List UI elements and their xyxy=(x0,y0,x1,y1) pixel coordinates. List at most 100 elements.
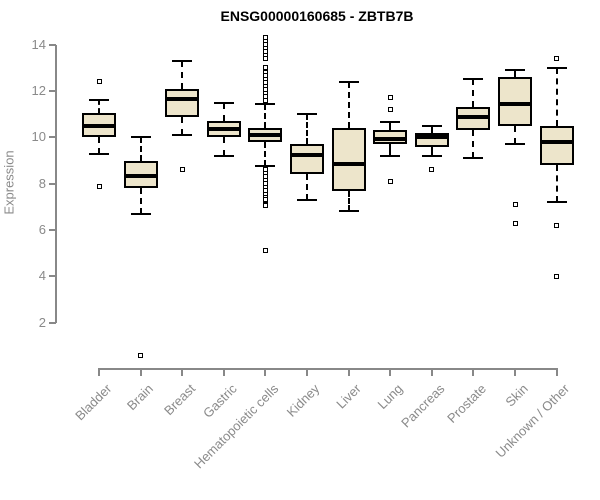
y-tick-label: 14 xyxy=(31,36,46,52)
boxplot-box xyxy=(290,144,324,175)
whisker-upper xyxy=(472,79,475,108)
outlier-point xyxy=(262,203,268,209)
whisker-cap-upper xyxy=(338,80,359,83)
whisker-cap-lower xyxy=(89,152,109,155)
whisker-upper xyxy=(181,60,184,89)
outlier-point xyxy=(512,202,518,208)
boxplot-box xyxy=(539,125,574,166)
whisker-cap-lower xyxy=(505,143,525,146)
whisker-upper xyxy=(347,81,350,129)
whisker-cap-upper xyxy=(463,78,484,81)
whisker-upper xyxy=(222,102,225,122)
outlier-point xyxy=(387,178,393,184)
y-axis-line xyxy=(55,44,57,323)
whisker-upper xyxy=(555,67,558,126)
whisker-upper xyxy=(430,125,433,133)
y-tick xyxy=(49,229,56,232)
outlier-point xyxy=(387,107,393,113)
median-line xyxy=(123,173,158,178)
median-line xyxy=(414,135,449,140)
x-category-label: Skin xyxy=(502,381,531,410)
x-category-label: Pancreas xyxy=(397,381,448,431)
whisker-lower xyxy=(389,144,392,156)
whisker-upper xyxy=(306,114,308,145)
x-category-label: Bladder xyxy=(72,381,115,424)
whisker-cap-upper xyxy=(213,101,234,104)
x-tick xyxy=(139,368,142,376)
median-line xyxy=(539,139,574,144)
x-tick xyxy=(514,368,516,376)
boxplot-box xyxy=(165,88,200,117)
whisker-lower xyxy=(347,190,350,212)
x-category-label: Prostate xyxy=(444,381,490,426)
whisker-lower xyxy=(555,165,558,203)
y-tick-label: 10 xyxy=(31,129,46,145)
boxplot-box xyxy=(456,107,491,131)
whisker-lower xyxy=(514,125,516,145)
outlier-point xyxy=(262,97,268,103)
median-line xyxy=(373,136,408,141)
whisker-cap-lower xyxy=(130,212,151,215)
y-tick xyxy=(49,275,56,278)
median-line xyxy=(290,152,324,157)
outlier-point xyxy=(387,95,393,101)
whisker-cap-lower xyxy=(338,210,359,213)
median-line xyxy=(165,97,200,102)
outlier-point xyxy=(96,79,102,85)
boxplot-box xyxy=(498,77,532,126)
outlier-point xyxy=(554,222,560,228)
whisker-lower xyxy=(306,174,308,200)
x-tick xyxy=(222,368,225,376)
outlier-point xyxy=(512,220,518,226)
x-tick xyxy=(264,368,267,376)
outlier-point xyxy=(429,167,435,173)
y-axis-label: Expression xyxy=(1,150,17,215)
y-tick xyxy=(49,43,56,46)
x-category-label: Liver xyxy=(333,381,365,412)
x-tick xyxy=(181,368,184,376)
outlier-point xyxy=(554,56,560,62)
outlier-point xyxy=(262,197,268,203)
whisker-cap-lower xyxy=(172,134,193,137)
whisker-lower xyxy=(222,137,225,156)
median-line xyxy=(82,123,116,128)
x-category-label: Kidney xyxy=(283,381,323,420)
whisker-cap-lower xyxy=(255,165,276,168)
whisker-upper xyxy=(98,100,100,114)
whisker-cap-upper xyxy=(505,69,525,72)
x-tick xyxy=(430,368,433,376)
whisker-upper xyxy=(514,70,516,78)
y-tick xyxy=(49,182,56,185)
y-tick-label: 12 xyxy=(31,83,46,99)
median-line xyxy=(206,127,241,132)
whisker-lower xyxy=(98,137,100,154)
x-tick xyxy=(472,368,475,376)
whisker-upper xyxy=(139,137,142,161)
whisker-lower xyxy=(472,130,475,159)
median-line xyxy=(498,101,532,106)
whisker-cap-upper xyxy=(255,102,276,105)
whisker-lower xyxy=(430,146,433,156)
y-tick-label: 8 xyxy=(38,175,46,191)
y-tick-label: 6 xyxy=(38,222,46,238)
boxplot-box xyxy=(331,128,366,191)
whisker-cap-upper xyxy=(380,121,401,124)
x-category-label: Gastric xyxy=(199,381,240,421)
whisker-lower xyxy=(139,188,142,214)
whisker-cap-upper xyxy=(89,99,109,102)
whisker-upper xyxy=(389,122,392,131)
median-line xyxy=(331,162,366,166)
x-tick xyxy=(306,368,308,376)
outlier-point xyxy=(262,56,268,62)
whisker-lower xyxy=(264,141,267,167)
outlier-point xyxy=(138,352,144,358)
x-tick xyxy=(98,368,100,376)
whisker-cap-upper xyxy=(421,124,442,127)
x-category-label: Brain xyxy=(124,381,157,414)
whisker-upper xyxy=(264,103,267,129)
x-tick xyxy=(347,368,350,376)
y-tick xyxy=(49,90,56,93)
whisker-cap-lower xyxy=(463,157,484,160)
x-tick xyxy=(389,368,392,376)
